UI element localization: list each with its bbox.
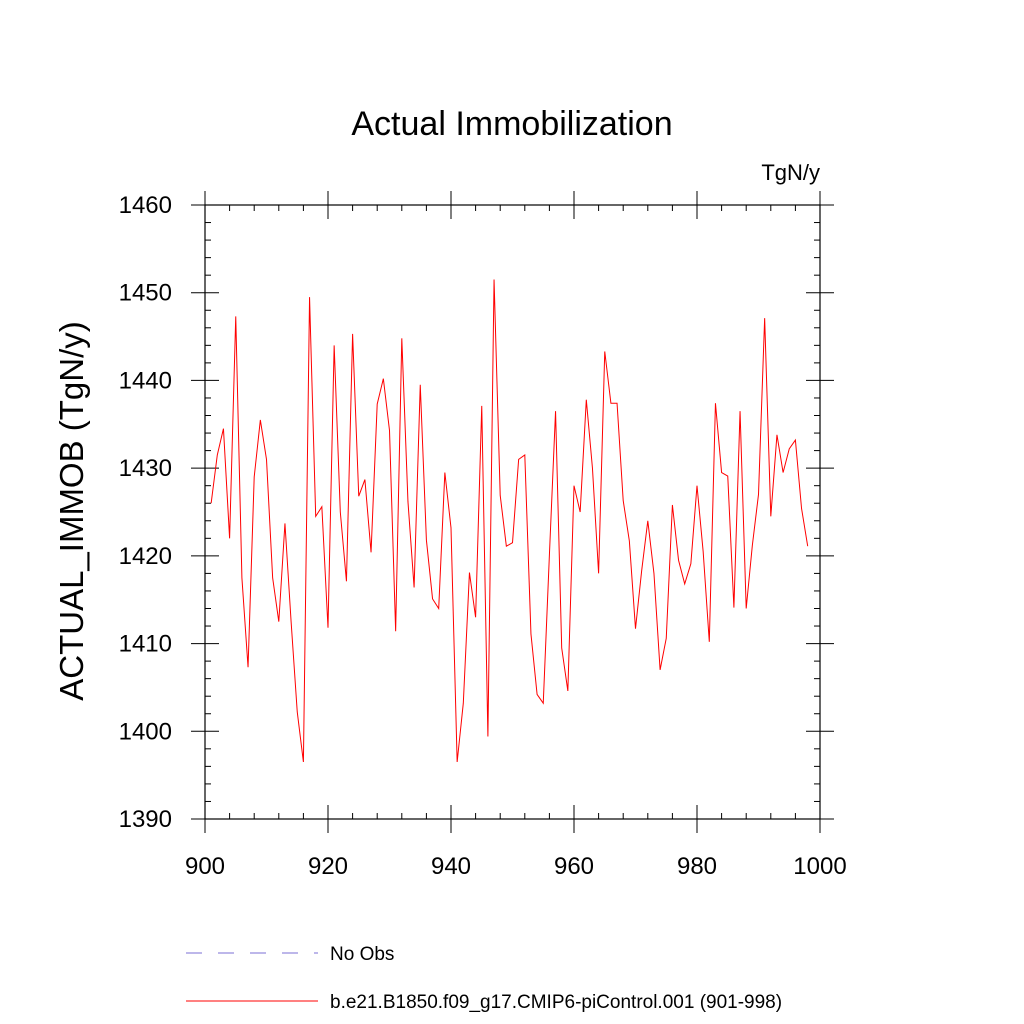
x-tick-label: 900 <box>185 853 225 880</box>
x-tick-label: 920 <box>308 853 348 880</box>
axis-tick-labels: 900 920 940 960 980 1000 1390 1400 1410 1420 1430 1… <box>119 192 847 880</box>
y-tick-label: 1390 <box>119 806 172 833</box>
y-tick-label: 1460 <box>119 192 172 219</box>
y-tick-label: 1400 <box>119 718 172 745</box>
x-tick-label: 960 <box>554 853 594 880</box>
y-tick-label: 1420 <box>119 543 172 570</box>
x-tick-label: 1000 <box>793 853 846 880</box>
plot-frame <box>204 204 821 820</box>
series-layer <box>210 279 809 763</box>
legend-label-model: b.e21.B1850.f09_g17.CMIP6-piControl.001 … <box>330 992 782 1013</box>
y-tick-label: 1410 <box>119 631 172 658</box>
series-line <box>210 279 809 763</box>
legend-label-no-obs: No Obs <box>330 944 394 965</box>
y-tick-label: 1440 <box>119 367 172 394</box>
chart-title: Actual Immobilization <box>351 105 672 143</box>
legend: No Obs b.e21.B1850.f09_g17.CMIP6-piContr… <box>186 944 782 1013</box>
x-tick-label: 980 <box>677 853 717 880</box>
y-tick-label: 1450 <box>119 280 172 307</box>
x-tick-label: 940 <box>431 853 471 880</box>
units-label: TgN/y <box>761 160 820 185</box>
y-axis-label: ACTUAL_IMMOB (TgN/y) <box>53 321 90 701</box>
axis-ticks <box>191 191 834 833</box>
y-tick-label: 1430 <box>119 455 172 482</box>
